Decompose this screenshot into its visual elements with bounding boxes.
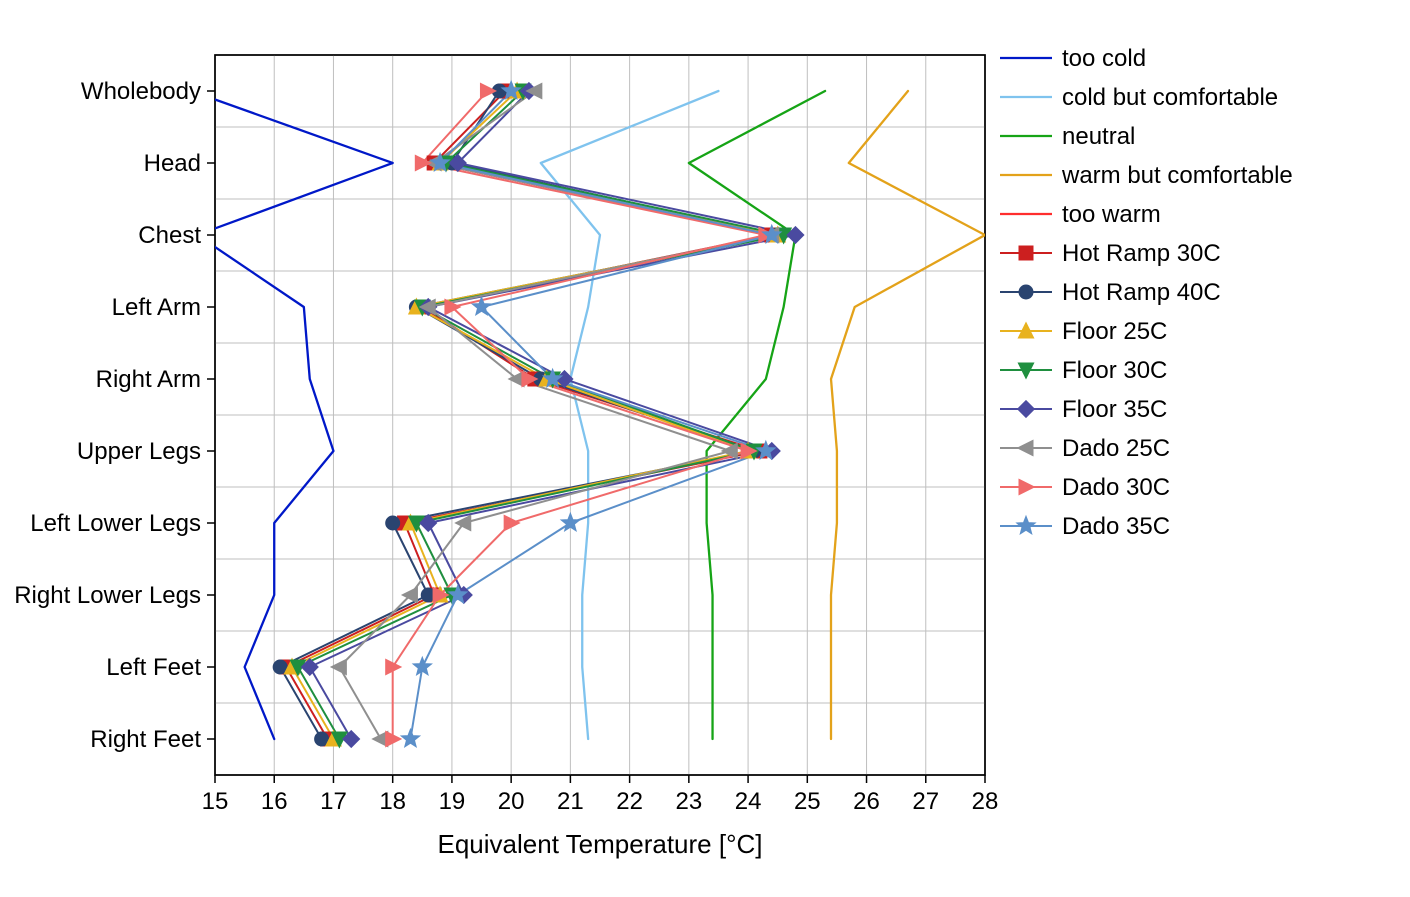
- legend-label: Hot Ramp 30C: [1062, 240, 1221, 267]
- legend-label: Floor 35C: [1062, 396, 1167, 423]
- x-tick-label: 16: [261, 788, 288, 815]
- y-tick-label: Upper Legs: [77, 438, 201, 465]
- legend-label: Dado 25C: [1062, 435, 1170, 462]
- legend-label: neutral: [1062, 123, 1135, 150]
- y-tick-label: Left Lower Legs: [30, 510, 201, 537]
- y-tick-label: Left Arm: [112, 294, 201, 321]
- x-tick-label: 28: [972, 788, 999, 815]
- legend-label: Floor 25C: [1062, 318, 1167, 345]
- y-tick-label: Left Feet: [106, 654, 201, 681]
- x-tick-label: 23: [675, 788, 702, 815]
- data-marker: [386, 516, 400, 530]
- equivalent-temperature-chart: 15 16 17 18 19 20 21 22 23 24 25 26 27 28 Wholebody Hea…: [0, 0, 1410, 897]
- x-tick-label: 18: [379, 788, 406, 815]
- legend-label: Dado 30C: [1062, 474, 1170, 501]
- y-tick-label: Right Arm: [96, 366, 201, 393]
- x-tick-label: 25: [794, 788, 821, 815]
- x-tick-label: 26: [853, 788, 880, 815]
- x-tick-label: 27: [912, 788, 939, 815]
- y-tick-label: Head: [144, 150, 201, 177]
- legend-label: Hot Ramp 40C: [1062, 279, 1221, 306]
- y-tick-label: Wholebody: [81, 78, 201, 105]
- x-tick-label: 15: [202, 788, 229, 815]
- legend-label: Dado 35C: [1062, 513, 1170, 540]
- y-tick-label: Chest: [138, 222, 201, 249]
- x-tick-label: 22: [616, 788, 643, 815]
- x-tick-label: 19: [439, 788, 466, 815]
- y-tick-label: Right Lower Legs: [14, 582, 201, 609]
- x-tick-label: 24: [735, 788, 762, 815]
- legend-label: cold but comfortable: [1062, 84, 1278, 111]
- x-tick-label: 17: [320, 788, 347, 815]
- x-tick-label: 21: [557, 788, 584, 815]
- x-axis-label: Equivalent Temperature [°C]: [438, 829, 763, 859]
- chart-container: 15 16 17 18 19 20 21 22 23 24 25 26 27 28 Wholebody Hea…: [0, 0, 1410, 897]
- x-tick-label: 20: [498, 788, 525, 815]
- legend-label: too cold: [1062, 45, 1146, 72]
- legend-label: too warm: [1062, 201, 1161, 228]
- y-tick-label: Right Feet: [90, 726, 201, 753]
- legend-label: Floor 30C: [1062, 357, 1167, 384]
- legend-label: warm but comfortable: [1061, 162, 1293, 189]
